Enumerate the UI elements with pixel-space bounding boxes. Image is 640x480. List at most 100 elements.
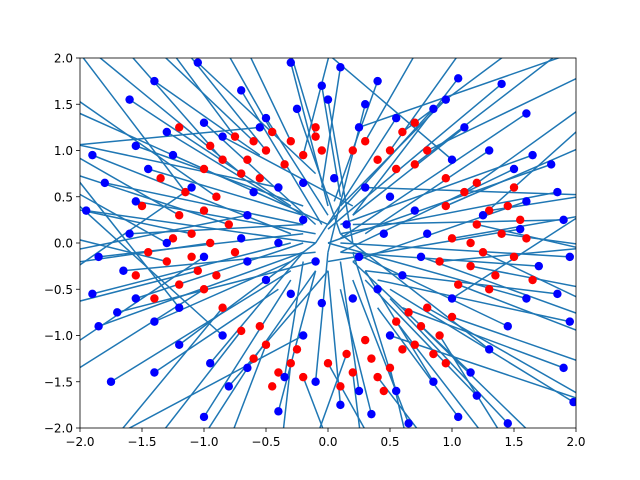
red-point bbox=[268, 382, 277, 391]
segment-line bbox=[470, 265, 576, 288]
segment-line bbox=[80, 239, 167, 263]
segment-line bbox=[463, 110, 576, 193]
segment-line bbox=[327, 83, 503, 230]
blue-point bbox=[274, 183, 283, 192]
red-point bbox=[230, 132, 240, 141]
blue-point bbox=[354, 386, 364, 396]
segment-line bbox=[389, 58, 458, 151]
blue-point bbox=[522, 294, 531, 303]
red-point bbox=[218, 303, 227, 312]
red-point bbox=[472, 220, 481, 229]
segment-line bbox=[135, 200, 316, 235]
x-tick-label: −2.0 bbox=[65, 435, 94, 449]
blue-point bbox=[398, 271, 407, 280]
blue-point bbox=[361, 183, 370, 192]
segment-line bbox=[282, 363, 292, 428]
blue-point bbox=[243, 363, 252, 373]
segment-line bbox=[222, 135, 354, 207]
red-point bbox=[181, 187, 190, 197]
segment-line bbox=[376, 307, 459, 418]
segment-line bbox=[80, 144, 279, 189]
x-tick-label: 1.0 bbox=[442, 435, 461, 449]
blue-point bbox=[373, 285, 382, 294]
segment-line bbox=[451, 216, 576, 240]
red-point bbox=[509, 252, 519, 262]
blue-point bbox=[199, 252, 209, 262]
red-point bbox=[261, 340, 271, 349]
segment-line bbox=[340, 168, 515, 253]
red-point bbox=[261, 146, 271, 155]
red-point bbox=[168, 234, 178, 243]
segment-line bbox=[208, 358, 255, 428]
segment-line bbox=[265, 117, 329, 216]
segment-line bbox=[240, 89, 323, 225]
blue-point bbox=[354, 252, 364, 262]
red-point bbox=[441, 201, 450, 211]
red-point bbox=[286, 137, 295, 146]
red-point bbox=[268, 127, 277, 137]
red-point bbox=[410, 340, 419, 349]
blue-point bbox=[497, 79, 506, 89]
blue-point bbox=[94, 322, 103, 331]
y-axis: −2.0 −1.5 −1.0 −0.5 0.0 0.5 1.0 1.5 2.0 bbox=[44, 52, 80, 436]
red-point bbox=[311, 132, 320, 141]
segment-line bbox=[80, 126, 260, 146]
y-tick-label: −0.5 bbox=[44, 283, 73, 297]
red-point bbox=[193, 266, 202, 275]
red-point bbox=[187, 229, 196, 238]
red-point bbox=[274, 368, 283, 377]
red-point bbox=[212, 271, 221, 280]
blue-point bbox=[565, 252, 574, 262]
line-segments bbox=[80, 58, 576, 428]
blue-point bbox=[206, 359, 215, 368]
red-point bbox=[398, 127, 407, 137]
x-axis: −2.0 −1.5 −1.0 −0.5 0.0 0.5 1.0 1.5 2.0 bbox=[65, 428, 586, 449]
blue-point bbox=[559, 215, 568, 225]
blue-point bbox=[423, 229, 432, 238]
red-point bbox=[361, 137, 370, 146]
segment-line bbox=[401, 58, 503, 133]
blue-point bbox=[88, 150, 97, 160]
segment-line bbox=[319, 353, 348, 428]
segment-line bbox=[296, 108, 342, 234]
segment-line bbox=[489, 196, 576, 212]
segment-line bbox=[80, 100, 217, 198]
red-point bbox=[385, 363, 395, 373]
segment-line bbox=[364, 149, 490, 235]
red-point bbox=[255, 322, 264, 331]
segment-line bbox=[352, 200, 527, 263]
red-point bbox=[255, 174, 264, 183]
red-point bbox=[137, 201, 147, 211]
blue-point bbox=[150, 368, 159, 377]
blue-point bbox=[509, 164, 519, 174]
blue-point bbox=[131, 141, 140, 151]
red-point bbox=[243, 155, 252, 164]
segment-line bbox=[153, 80, 261, 156]
blue-point bbox=[323, 95, 333, 104]
segment-line bbox=[331, 58, 453, 161]
red-point bbox=[336, 382, 345, 391]
segment-line bbox=[339, 112, 527, 239]
segment-line bbox=[439, 248, 576, 263]
blue-point bbox=[454, 412, 463, 422]
blue-point bbox=[447, 294, 457, 303]
segment-line bbox=[104, 182, 304, 226]
red-point bbox=[206, 238, 215, 248]
blue-point bbox=[243, 257, 252, 266]
blue-point bbox=[553, 187, 562, 197]
blue-point bbox=[299, 215, 308, 225]
red-point bbox=[249, 137, 258, 146]
red-point bbox=[292, 345, 302, 354]
blue-point bbox=[243, 211, 252, 220]
blue-point bbox=[336, 63, 345, 72]
segment-line bbox=[175, 58, 236, 138]
blue-point bbox=[361, 100, 370, 109]
blue-point bbox=[460, 123, 469, 132]
red-point bbox=[435, 257, 444, 266]
x-tick-label: 2.0 bbox=[566, 435, 585, 449]
segment-line bbox=[327, 99, 354, 244]
segment-line bbox=[197, 62, 317, 175]
segment-line bbox=[457, 283, 576, 331]
segment-line bbox=[302, 376, 324, 428]
